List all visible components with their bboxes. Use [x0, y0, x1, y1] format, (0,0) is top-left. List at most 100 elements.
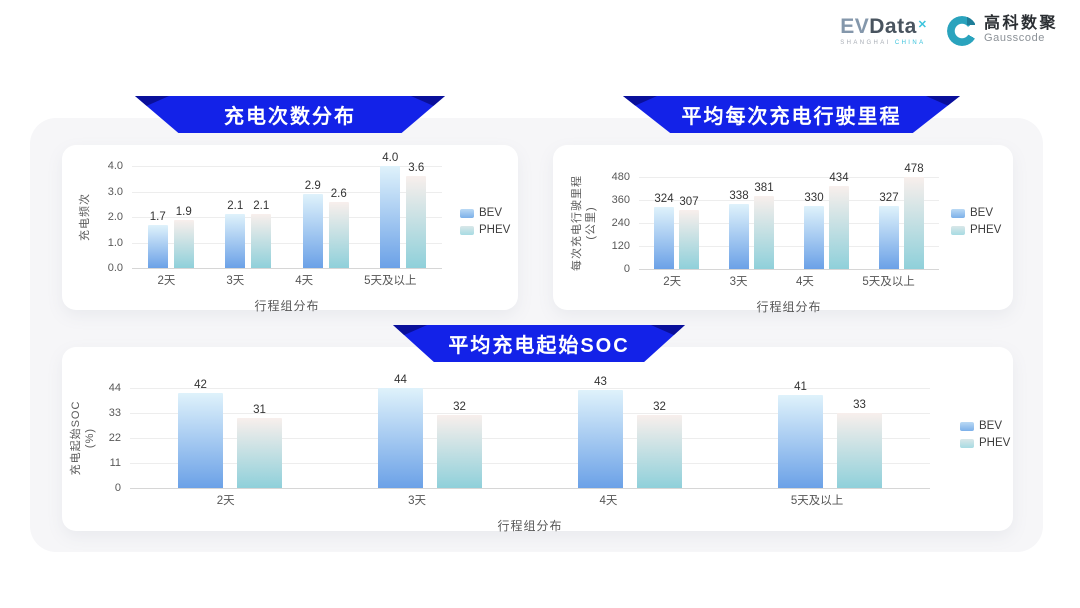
banner-soc-title: 平均充电起始SOC — [448, 335, 630, 357]
banner-start-soc: 平均充电起始SOC — [393, 325, 685, 362]
bar-value-label: 324 — [654, 192, 674, 205]
bar-value-label: 32 — [653, 401, 666, 414]
bar-with-label: 33 — [837, 399, 882, 488]
bar-phev — [173, 219, 194, 268]
bar-phev — [904, 177, 924, 269]
gausscode-name-en: Gausscode — [983, 32, 1046, 44]
x-category-label: 2天 — [663, 276, 682, 288]
gausscode-logo: 高科数聚 Gausscode — [946, 16, 1058, 46]
x-category-label: 5天及以上 — [862, 276, 915, 288]
bar-value-label: 32 — [453, 401, 466, 414]
bar-with-label: 42 — [178, 379, 223, 488]
phev-legend-swatch — [960, 438, 974, 448]
legend-item-bev[interactable]: BEV — [960, 420, 1010, 432]
legend-item-phev[interactable]: PHEV — [460, 224, 510, 236]
phev-legend-swatch — [951, 225, 965, 235]
gridline — [132, 191, 442, 193]
bar-with-label: 41 — [778, 381, 823, 488]
bar-groups: 42 31 44 32 43 32 41 33 — [130, 374, 930, 488]
bar-with-label: 324 — [654, 193, 674, 269]
y-axis-ticks: 4.0 3.0 2.0 1.0 0.0 — [96, 160, 132, 274]
y-tick-label: 4.0 — [107, 160, 123, 172]
bar-value-label: 327 — [879, 192, 899, 205]
y-axis-title-line: (公里) — [585, 206, 597, 240]
x-axis-title: 行程组分布 — [756, 300, 822, 314]
legend-label: PHEV — [970, 224, 1002, 236]
bar-with-label: 478 — [904, 163, 924, 269]
bar-value-label: 42 — [194, 378, 207, 391]
chart-card-charge-count: 充电频次 4.0 3.0 2.0 1.0 0.0 1.7 1.9 2.1 2.1 2.9 2.6 4.0… — [62, 145, 518, 313]
x-category-labels: 2天 3天 4天 5天及以上 — [132, 274, 442, 288]
x-category-label: 3天 — [226, 275, 245, 287]
legend-item-bev[interactable]: BEV — [460, 207, 510, 219]
bar-value-label: 33 — [853, 399, 866, 411]
legend-item-phev[interactable]: PHEV — [951, 224, 1001, 236]
evdata-wordmark: EV Data ✕ — [840, 16, 927, 38]
banner-charge-count: 充电次数分布 — [135, 96, 445, 133]
bar-bev — [879, 206, 899, 269]
banner-charge-count-title: 充电次数分布 — [224, 106, 356, 128]
legend-item-phev[interactable]: PHEV — [960, 437, 1010, 449]
chart-card-soc: 充电起始SOC (%) 44 33 22 11 0 42 31 44 32 43 32 41 33 2天 3天 4… — [62, 347, 1013, 533]
y-tick-label: 2.0 — [107, 211, 123, 223]
x-category-labels: 2天 3天 4天 5天及以上 — [639, 275, 939, 289]
bar-value-label: 2.6 — [330, 187, 347, 200]
x-axis-title: 行程组分布 — [254, 299, 320, 313]
bar-phev — [679, 210, 699, 269]
bar-group: 41 33 — [778, 381, 882, 488]
y-tick-label: 480 — [611, 171, 630, 183]
bar-value-label: 307 — [679, 196, 699, 209]
y-axis-title-text: 每次充电行驶里程 (公里) — [570, 175, 598, 271]
banner-distance-per-charge: 平均每次充电行驶里程 — [623, 96, 960, 133]
legend-item-bev[interactable]: BEV — [951, 207, 1001, 219]
bar-groups: 1.7 1.9 2.1 2.1 2.9 2.6 4.0 3.6 — [132, 152, 442, 268]
bar-with-label: 3.6 — [406, 162, 427, 268]
legend-label: BEV — [979, 420, 1003, 432]
legend-label: PHEV — [479, 224, 511, 236]
x-category-label: 4天 — [599, 495, 618, 507]
gridline — [639, 200, 939, 201]
bar-bev — [778, 394, 823, 488]
plot-column: 324 307 338 381 330 434 327 478 2天 3天 4天 5天及以上 行程组分布 — [639, 163, 939, 315]
bar-group: 330 434 — [804, 172, 849, 269]
legend: BEV PHEV — [960, 420, 1010, 449]
x-category-label: 3天 — [408, 495, 427, 507]
bar-value-label: 2.9 — [304, 180, 321, 193]
bar-group: 42 31 — [178, 379, 282, 488]
bar-value-label: 434 — [829, 171, 849, 184]
bar-with-label: 307 — [679, 196, 699, 269]
y-tick-label: 22 — [108, 432, 121, 444]
bar-with-label: 31 — [237, 404, 282, 488]
bar-with-label: 338 — [729, 190, 749, 269]
y-axis-ticks: 44 33 22 11 0 — [96, 382, 130, 494]
legend-label: BEV — [970, 207, 994, 219]
legend: BEV PHEV — [460, 207, 510, 236]
y-tick-label: 0 — [623, 263, 630, 275]
bar-with-label: 2.6 — [328, 187, 349, 268]
y-axis-title-line: 每次充电行驶里程 — [571, 175, 583, 271]
y-axis-title-text: 充电频次 — [78, 193, 92, 241]
y-tick-label: 120 — [611, 240, 630, 252]
bar-value-label: 4.0 — [382, 152, 399, 164]
legend-label: BEV — [479, 207, 503, 219]
evdata-data-text: Data — [869, 15, 917, 38]
x-axis-line — [132, 268, 442, 269]
bar-bev — [302, 194, 323, 268]
chart-soc: 充电起始SOC (%) 44 33 22 11 0 42 31 44 32 43 32 41 33 2天 3天 4… — [62, 347, 1013, 533]
plot-area: 1.7 1.9 2.1 2.1 2.9 2.6 4.0 3.6 — [132, 152, 442, 269]
chart-distance: 每次充电行驶里程 (公里) 480 360 240 120 0 324 307 338 381 330… — [553, 145, 1013, 314]
bar-group: 327 478 — [879, 163, 924, 269]
bar-value-label: 43 — [594, 376, 607, 389]
gridline — [132, 166, 442, 167]
bar-with-label: 330 — [804, 192, 824, 269]
bar-value-label: 2.1 — [253, 200, 270, 213]
bar-phev — [637, 415, 682, 488]
evdata-logo: EV Data ✕ SHANGHAI CHINA — [840, 16, 927, 47]
bar-bev — [178, 392, 223, 488]
gausscode-circle-icon — [946, 16, 977, 46]
gausscode-wordmark: 高科数聚 Gausscode — [984, 16, 1058, 46]
bar-bev — [578, 390, 623, 488]
x-category-label: 4天 — [295, 275, 314, 287]
evdata-ev-text: EV — [840, 15, 870, 38]
x-axis-title: 行程组分布 — [497, 519, 563, 533]
